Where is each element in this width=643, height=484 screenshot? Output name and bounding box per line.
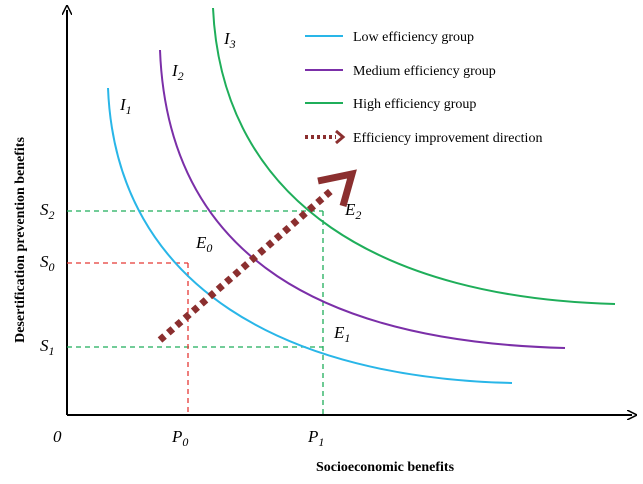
point-label: E1 <box>333 323 350 345</box>
curve-low <box>107 87 513 384</box>
x-tick-label: P1 <box>307 427 324 449</box>
x-axis-title: Socioeconomic benefits <box>316 460 455 475</box>
guides <box>67 210 324 415</box>
curve-high <box>212 7 616 305</box>
legend-label: Medium efficiency group <box>353 64 496 79</box>
legend-swatch-head <box>335 129 346 145</box>
legend: Low efficiency group Medium efficiency g… <box>305 30 542 146</box>
y-tick-label: S2 <box>40 200 55 222</box>
point-label: E2 <box>344 200 361 222</box>
curve-medium <box>159 49 566 349</box>
origin-label: 0 <box>53 427 62 446</box>
legend-label: Efficiency improvement direction <box>353 131 542 146</box>
improvement-arrowhead <box>317 169 357 207</box>
legend-label: High efficiency group <box>353 97 476 112</box>
curve-label: I2 <box>171 61 184 83</box>
y-tick-label: S0 <box>40 252 55 274</box>
x-tick-label: P0 <box>171 427 188 449</box>
y-tick-label: S1 <box>40 336 55 358</box>
curve-label: I3 <box>223 29 236 51</box>
y-axis-title: Desertification prevention benefits <box>13 137 28 343</box>
improvement-arrow <box>157 187 335 343</box>
point-label: E0 <box>195 233 212 255</box>
legend-label: Low efficiency group <box>353 30 474 45</box>
curve-label: I1 <box>119 95 132 117</box>
